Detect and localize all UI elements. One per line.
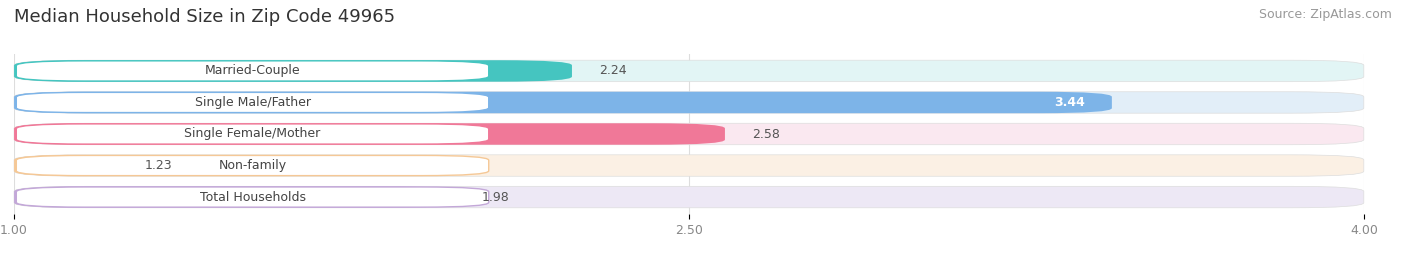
- Text: Median Household Size in Zip Code 49965: Median Household Size in Zip Code 49965: [14, 8, 395, 26]
- Text: 1.23: 1.23: [145, 159, 172, 172]
- FancyBboxPatch shape: [17, 187, 489, 207]
- FancyBboxPatch shape: [14, 155, 118, 176]
- FancyBboxPatch shape: [14, 60, 572, 82]
- FancyBboxPatch shape: [17, 92, 489, 113]
- FancyBboxPatch shape: [14, 123, 725, 145]
- FancyBboxPatch shape: [17, 124, 489, 144]
- FancyBboxPatch shape: [14, 60, 1364, 82]
- FancyBboxPatch shape: [14, 123, 1364, 145]
- FancyBboxPatch shape: [14, 155, 1364, 176]
- FancyBboxPatch shape: [17, 61, 489, 81]
- Text: Source: ZipAtlas.com: Source: ZipAtlas.com: [1258, 8, 1392, 21]
- Text: 2.24: 2.24: [599, 64, 627, 77]
- FancyBboxPatch shape: [17, 155, 489, 176]
- Text: Single Male/Father: Single Male/Father: [194, 96, 311, 109]
- Text: 3.44: 3.44: [1054, 96, 1085, 109]
- FancyBboxPatch shape: [14, 186, 456, 208]
- Text: 2.58: 2.58: [752, 128, 780, 140]
- Text: Total Households: Total Households: [200, 191, 305, 204]
- FancyBboxPatch shape: [14, 186, 1364, 208]
- FancyBboxPatch shape: [14, 92, 1364, 113]
- Text: 1.98: 1.98: [482, 191, 510, 204]
- Text: Married-Couple: Married-Couple: [205, 64, 301, 77]
- Text: Non-family: Non-family: [218, 159, 287, 172]
- FancyBboxPatch shape: [14, 92, 1112, 113]
- Text: Single Female/Mother: Single Female/Mother: [184, 128, 321, 140]
